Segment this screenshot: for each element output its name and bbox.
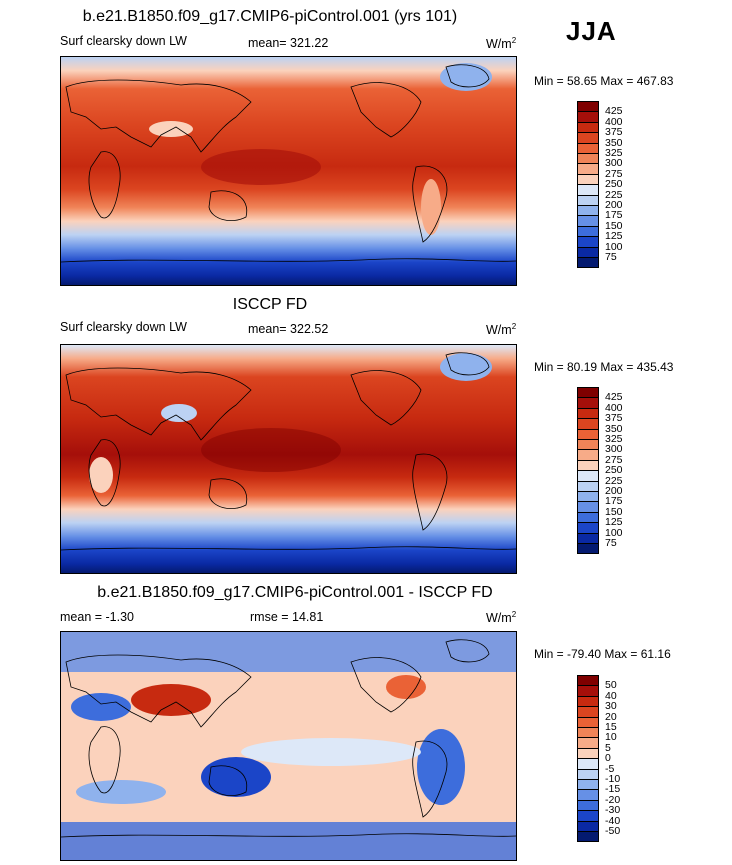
panel-3-coastlines <box>61 639 516 838</box>
panel-1-mean-label: mean= 321.22 <box>248 36 329 50</box>
panel-3-mean-label: mean = -1.30 <box>60 610 135 624</box>
colorbar-tick-label: -20 <box>605 793 621 806</box>
panel-1-map-svg <box>61 57 516 285</box>
colorbar-tick-label: 125 <box>605 230 623 243</box>
panel-2-units: W/m2 <box>486 322 517 338</box>
panel-3-australia-cold <box>201 757 271 797</box>
colorbar-tick-label: 50 <box>605 679 617 692</box>
panel-3-units: W/m2 <box>486 610 517 626</box>
panel-1-variable-label: Surf clearsky down LW <box>60 34 187 48</box>
colorbar-tick-label: -15 <box>605 783 621 796</box>
panel-3-tropical-band <box>241 738 421 766</box>
panel-2-warm-pool <box>201 428 341 472</box>
panel-3-mideast-cold <box>71 693 131 721</box>
colorbar-tick-label: -10 <box>605 773 621 785</box>
colorbar-tick-label: 425 <box>605 105 623 118</box>
season-label: JJA <box>566 16 617 46</box>
panel-1-warm-pool <box>201 149 321 185</box>
colorbar-tick-label: 200 <box>605 199 623 211</box>
colorbar-tick-label: -30 <box>605 804 621 817</box>
panel-3-minmax: Min = -79.40 Max = 61.16 <box>534 647 671 661</box>
colorbar-tick-label: 150 <box>605 505 623 518</box>
colorbar-tick-label: 300 <box>605 443 623 456</box>
panel-1-andes-feature <box>421 179 441 235</box>
colorbar-tick-label: 75 <box>605 537 617 549</box>
colorbar-tick-label: 350 <box>605 422 623 435</box>
colorbar-tick-label: 175 <box>605 209 623 222</box>
colorbar-tick-label: 40 <box>605 689 617 702</box>
panel-1-map <box>60 56 517 286</box>
colorbar-tick-label: 325 <box>605 147 623 159</box>
panel-3-indian-ocean <box>76 780 166 804</box>
colorbar-tick-label: 300 <box>605 157 623 170</box>
colorbar-swatch <box>577 543 599 555</box>
colorbar-tick-label: 275 <box>605 167 623 180</box>
colorbar-swatch <box>577 257 599 269</box>
colorbar-tick-label: 30 <box>605 700 617 713</box>
panel-2-minmax: Min = 80.19 Max = 435.43 <box>534 360 674 374</box>
panel-3-namerica-warm <box>386 675 426 699</box>
colorbar-tick-label: 10 <box>605 731 617 744</box>
colorbar-tick-label: 200 <box>605 485 623 497</box>
colorbar-tick-label: 250 <box>605 178 623 191</box>
colorbar-tick-label: 100 <box>605 240 623 253</box>
colorbar-tick-label: 150 <box>605 219 623 232</box>
colorbar-tick-label: 225 <box>605 474 623 487</box>
colorbar-tick-label: 425 <box>605 391 623 404</box>
panel-1-tibet-feature <box>149 121 193 137</box>
panel-2-variable-label: Surf clearsky down LW <box>60 320 187 334</box>
colorbar-tick-label: 400 <box>605 115 623 128</box>
colorbar-tick-label: 350 <box>605 136 623 149</box>
colorbar-tick-label: 325 <box>605 433 623 445</box>
panel-2-title: ISCCP FD <box>232 296 308 313</box>
colorbar-tick-label: 275 <box>605 453 623 466</box>
colorbar-tick-label: -50 <box>605 825 621 837</box>
colorbar-tick-label: 175 <box>605 495 623 508</box>
panel-2-field <box>61 345 516 573</box>
panel-3-samerica-cold <box>417 729 465 805</box>
panel-2-greenland-low <box>440 353 492 381</box>
panel-3-rmse-label: rmse = 14.81 <box>250 610 324 624</box>
colorbar-tick-label: 250 <box>605 464 623 477</box>
panel-1-minmax: Min = 58.65 Max = 467.83 <box>534 74 674 88</box>
panel-2-map <box>60 344 517 574</box>
panel-1-greenland-low <box>440 63 492 91</box>
colorbar-tick-label: 375 <box>605 126 623 139</box>
panel-3-map-svg <box>61 632 516 860</box>
panel-2-mean-label: mean= 322.52 <box>248 322 329 336</box>
panel-1-coastlines <box>61 64 516 263</box>
panel-3-map <box>60 631 517 861</box>
panel-1-title: b.e21.B1850.f09_g17.CMIP6-piControl.001 … <box>82 8 458 25</box>
colorbar-tick-label: 375 <box>605 412 623 425</box>
colorbar-tick-label: -5 <box>605 762 615 775</box>
colorbar-tick-label: 15 <box>605 721 617 733</box>
panel-2-tibet-feature <box>161 404 197 422</box>
colorbar-tick-label: 20 <box>605 710 617 723</box>
colorbar-swatch <box>577 831 599 843</box>
colorbar-tick-label: 225 <box>605 188 623 201</box>
colorbar-tick-label: 400 <box>605 401 623 414</box>
panel-1-units: W/m2 <box>486 36 517 52</box>
panel-2-map-svg <box>61 345 516 573</box>
panel-2-africa-feature <box>89 457 113 493</box>
panel-2-coastlines <box>61 352 516 551</box>
colorbar-tick-label: 125 <box>605 516 623 529</box>
panel-3-tibet-warm <box>131 684 211 716</box>
panel-3-title: b.e21.B1850.f09_g17.CMIP6-piControl.001 … <box>97 584 493 601</box>
colorbar-tick-label: 100 <box>605 526 623 539</box>
colorbar-tick-label: -40 <box>605 814 621 827</box>
colorbar-tick-label: 5 <box>605 741 611 754</box>
colorbar-tick-label: 0 <box>605 752 611 765</box>
colorbar-tick-label: 75 <box>605 251 617 263</box>
